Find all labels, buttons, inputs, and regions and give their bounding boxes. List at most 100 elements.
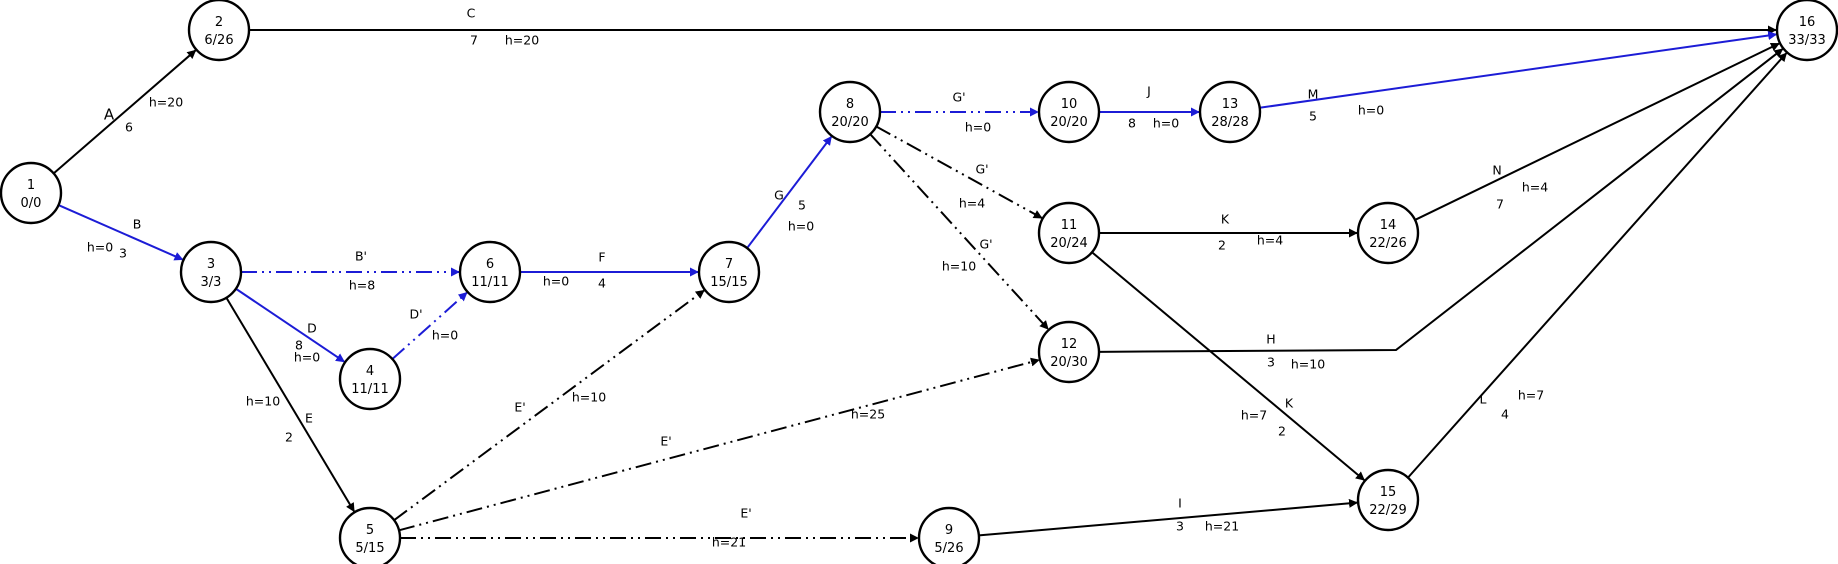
node-3-circle	[179, 240, 243, 304]
node-2-times: 6/26	[204, 33, 233, 48]
edge-14-16	[1414, 42, 1780, 221]
node-2: 2 6/26	[187, 0, 251, 62]
node-9-number: 9	[945, 523, 953, 538]
node-4: 4 11/11	[338, 347, 402, 411]
edge-15-16	[1407, 52, 1788, 479]
edge-2-16-activity-label: C	[467, 6, 476, 21]
node-6: 6 11/11	[458, 240, 522, 304]
node-5-times: 5/15	[355, 541, 384, 556]
edge-11-15	[1091, 251, 1365, 481]
node-11: 11 20/24	[1037, 201, 1101, 265]
edge-8-12	[869, 133, 1049, 330]
edge-7-8-activity-label: G	[774, 188, 784, 203]
node-14-times: 22/26	[1369, 236, 1406, 251]
edge-3-5-slack-label: h=10	[246, 394, 280, 409]
node-13: 13 28/28	[1198, 80, 1262, 144]
edge-5-7-activity-label: E'	[514, 400, 525, 415]
edge-3-4	[235, 287, 346, 363]
node-2-number: 2	[215, 15, 223, 30]
node-3-number: 3	[207, 257, 215, 272]
edge-15-16-duration-label: 4	[1501, 407, 1509, 422]
node-12-number: 12	[1061, 337, 1078, 352]
edge-13-16-slack-label: h=0	[1358, 103, 1384, 118]
node-12: 12 20/30	[1037, 320, 1101, 384]
node-9-times: 5/26	[934, 541, 963, 556]
node-13-number: 13	[1222, 97, 1239, 112]
edge-1-3	[58, 204, 184, 261]
edge-8-12-slack-label: h=10	[942, 259, 976, 274]
node-6-circle	[458, 240, 522, 304]
node-1: 10/0	[0, 161, 63, 225]
edge-2-16-slack-label: h=20	[505, 33, 539, 48]
edge-11-14-activity-label: K	[1221, 212, 1230, 227]
edge-12-16-activity-label: H	[1266, 332, 1275, 347]
edge-9-15-duration-label: 3	[1176, 519, 1184, 534]
edge-12-16	[1098, 48, 1784, 353]
node-15-number: 15	[1380, 485, 1397, 500]
edge-3-5	[225, 297, 355, 513]
node-13-circle	[1198, 80, 1262, 144]
edge-15-16-activity-label: L	[1480, 392, 1487, 407]
edge-1-2-duration-label: 6	[125, 120, 133, 135]
node-8-number: 8	[846, 97, 854, 112]
edge-11-14-duration-label: 2	[1218, 238, 1226, 253]
edge-7-8-slack-label: h=0	[788, 219, 814, 234]
node-3: 33/3	[179, 240, 243, 304]
node-6-times: 11/11	[471, 275, 508, 290]
edge-5-7-slack-label: h=10	[572, 390, 606, 405]
edge-5-12-slack-label: h=25	[851, 407, 885, 422]
node-8-times: 20/20	[831, 115, 868, 130]
edge-3-4-activity-label: D	[307, 321, 317, 336]
edge-5-7	[393, 289, 705, 521]
node-11-times: 20/24	[1050, 236, 1087, 251]
node-15-times: 22/29	[1369, 503, 1406, 518]
edge-14-16-slack-label: h=4	[1522, 180, 1548, 195]
node-12-circle	[1037, 320, 1101, 384]
node-16-circle	[1775, 0, 1838, 62]
edge-5-9-activity-label: E'	[740, 506, 751, 521]
edge-3-4-duration-label: 8	[295, 338, 303, 353]
node-4-circle	[338, 347, 402, 411]
node-4-number: 4	[366, 364, 374, 379]
edge-1-2-activity-label: A	[104, 106, 115, 124]
edge-2-16-duration-label: 7	[470, 33, 478, 48]
edge-3-5-activity-label: E	[305, 411, 313, 426]
edge-5-12	[398, 357, 1040, 532]
node-14: 14 22/26	[1356, 201, 1420, 265]
edge-12-16-duration-label: 3	[1267, 355, 1275, 370]
node-6-number: 6	[486, 257, 494, 272]
edge-13-16-activity-label: M	[1308, 87, 1319, 102]
edge-3-4-slack-label: h=0	[294, 350, 320, 365]
edge-11-14-slack-label: h=4	[1257, 233, 1283, 248]
edge-8-10-slack-label: h=0	[965, 120, 991, 135]
node-7-number: 7	[725, 257, 733, 272]
edge-5-12-activity-label: E'	[660, 434, 671, 449]
edge-7-8	[746, 136, 833, 249]
edge-9-15	[978, 498, 1359, 537]
edge-8-11-activity-label: G'	[975, 162, 988, 177]
node-10-number: 10	[1061, 97, 1078, 112]
node-13-times: 28/28	[1211, 115, 1248, 130]
edge-6-7-activity-label: F	[598, 250, 605, 265]
edge-8-10-activity-label: G'	[952, 90, 965, 105]
node-10-times: 20/20	[1050, 115, 1087, 130]
edge-1-2	[53, 49, 197, 175]
node-3-times: 3/3	[201, 275, 222, 290]
edge-3-6-slack-label: h=8	[349, 278, 375, 293]
node-7-times: 15/15	[710, 275, 747, 290]
node-9-circle	[917, 506, 981, 564]
edge-14-16-duration-label: 7	[1496, 197, 1504, 212]
edge-12-16-slack-label: h=10	[1291, 357, 1325, 372]
node-11-circle	[1037, 201, 1101, 265]
node-5-number: 5	[366, 523, 374, 538]
node-9: 9 5/26	[917, 506, 981, 564]
node-4-times: 11/11	[351, 382, 388, 397]
edge-7-8-duration-label: 5	[798, 198, 806, 213]
edge-4-6	[391, 291, 468, 360]
edge-6-7-slack-label: h=0	[543, 274, 569, 289]
node-12-times: 20/30	[1050, 355, 1087, 370]
node-16-times: 33/33	[1788, 33, 1825, 48]
edge-8-11-slack-label: h=4	[959, 196, 985, 211]
edge-3-5-duration-label: 2	[285, 430, 293, 445]
